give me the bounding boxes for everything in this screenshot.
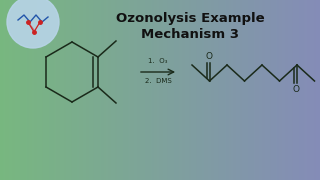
Text: O: O — [292, 85, 300, 94]
Text: Ozonolysis Example: Ozonolysis Example — [116, 12, 264, 25]
Text: O: O — [205, 52, 212, 61]
Text: 1.  O₃: 1. O₃ — [148, 58, 168, 64]
Circle shape — [7, 0, 59, 48]
Text: Mechanism 3: Mechanism 3 — [141, 28, 239, 41]
Text: 2.  DMS: 2. DMS — [145, 78, 172, 84]
